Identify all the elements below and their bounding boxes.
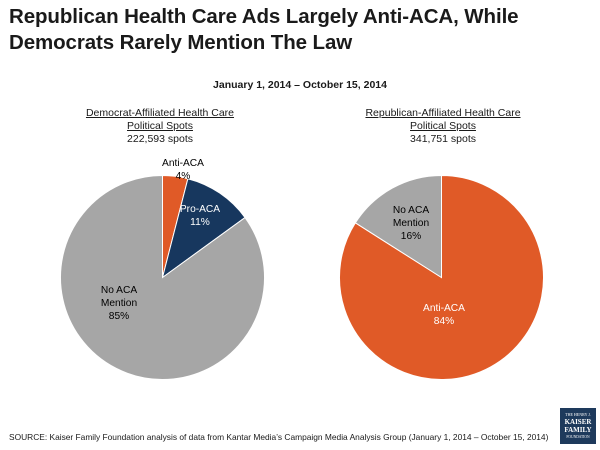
- rep-label-anti-aca-value: 84%: [434, 316, 454, 327]
- rep-chart-title-line2: Political Spots: [410, 120, 476, 132]
- rep-label-anti-aca-name: Anti-ACA: [423, 303, 465, 314]
- logo-line1: THE HENRY J.: [565, 412, 591, 417]
- rep-pie-chart: Anti-ACA 84% No ACA Mention 16%: [339, 174, 544, 380]
- date-range: January 1, 2014 – October 15, 2014: [213, 79, 387, 91]
- dem-label-no-mention-value: 85%: [109, 311, 129, 322]
- page-title: Republican Health Care Ads Largely Anti-…: [9, 5, 519, 54]
- source-note: SOURCE: Kaiser Family Foundation analysi…: [9, 432, 549, 442]
- rep-label-no-mention-line2: Mention: [393, 218, 429, 229]
- dem-slice-no-mention: [60, 174, 265, 380]
- dem-label-no-mention-line1: No ACA: [101, 285, 137, 296]
- dem-pie-chart: Anti-ACA 4% Pro-ACA 11% No ACA Mention 8…: [60, 158, 265, 380]
- dem-label-no-mention-line2: Mention: [101, 298, 137, 309]
- rep-chart-title-line1: Republican-Affiliated Health Care: [365, 107, 521, 119]
- logo-line4: FOUNDATION: [566, 435, 590, 439]
- rep-chart-header: Republican-Affiliated Health Care Politi…: [343, 107, 543, 146]
- dem-slice-pro-aca: [161, 178, 246, 279]
- rep-spot-count: 341,751 spots: [410, 133, 476, 145]
- dem-label-anti-aca-name: Anti-ACA: [162, 158, 204, 169]
- dem-spot-count: 222,593 spots: [127, 133, 193, 145]
- rep-label-no-mention-line1: No ACA: [393, 205, 429, 216]
- logo-line3: FAMILY: [564, 426, 592, 434]
- rep-slice-no-mention: [354, 174, 442, 279]
- logo-line2: KAISER: [564, 418, 592, 426]
- dem-label-pro-aca-value: 11%: [190, 217, 210, 228]
- dem-label-pro-aca-name: Pro-ACA: [180, 204, 220, 215]
- dem-chart-title-line2: Political Spots: [127, 120, 193, 132]
- kff-logo: THE HENRY J. KAISER FAMILY FOUNDATION: [560, 408, 596, 444]
- dem-chart-title-line1: Democrat-Affiliated Health Care: [85, 107, 235, 119]
- rep-label-no-mention-value: 16%: [401, 231, 421, 242]
- dem-chart-header: Democrat-Affiliated Health Care Politica…: [60, 107, 260, 146]
- dem-label-anti-aca-value: 4%: [176, 171, 191, 182]
